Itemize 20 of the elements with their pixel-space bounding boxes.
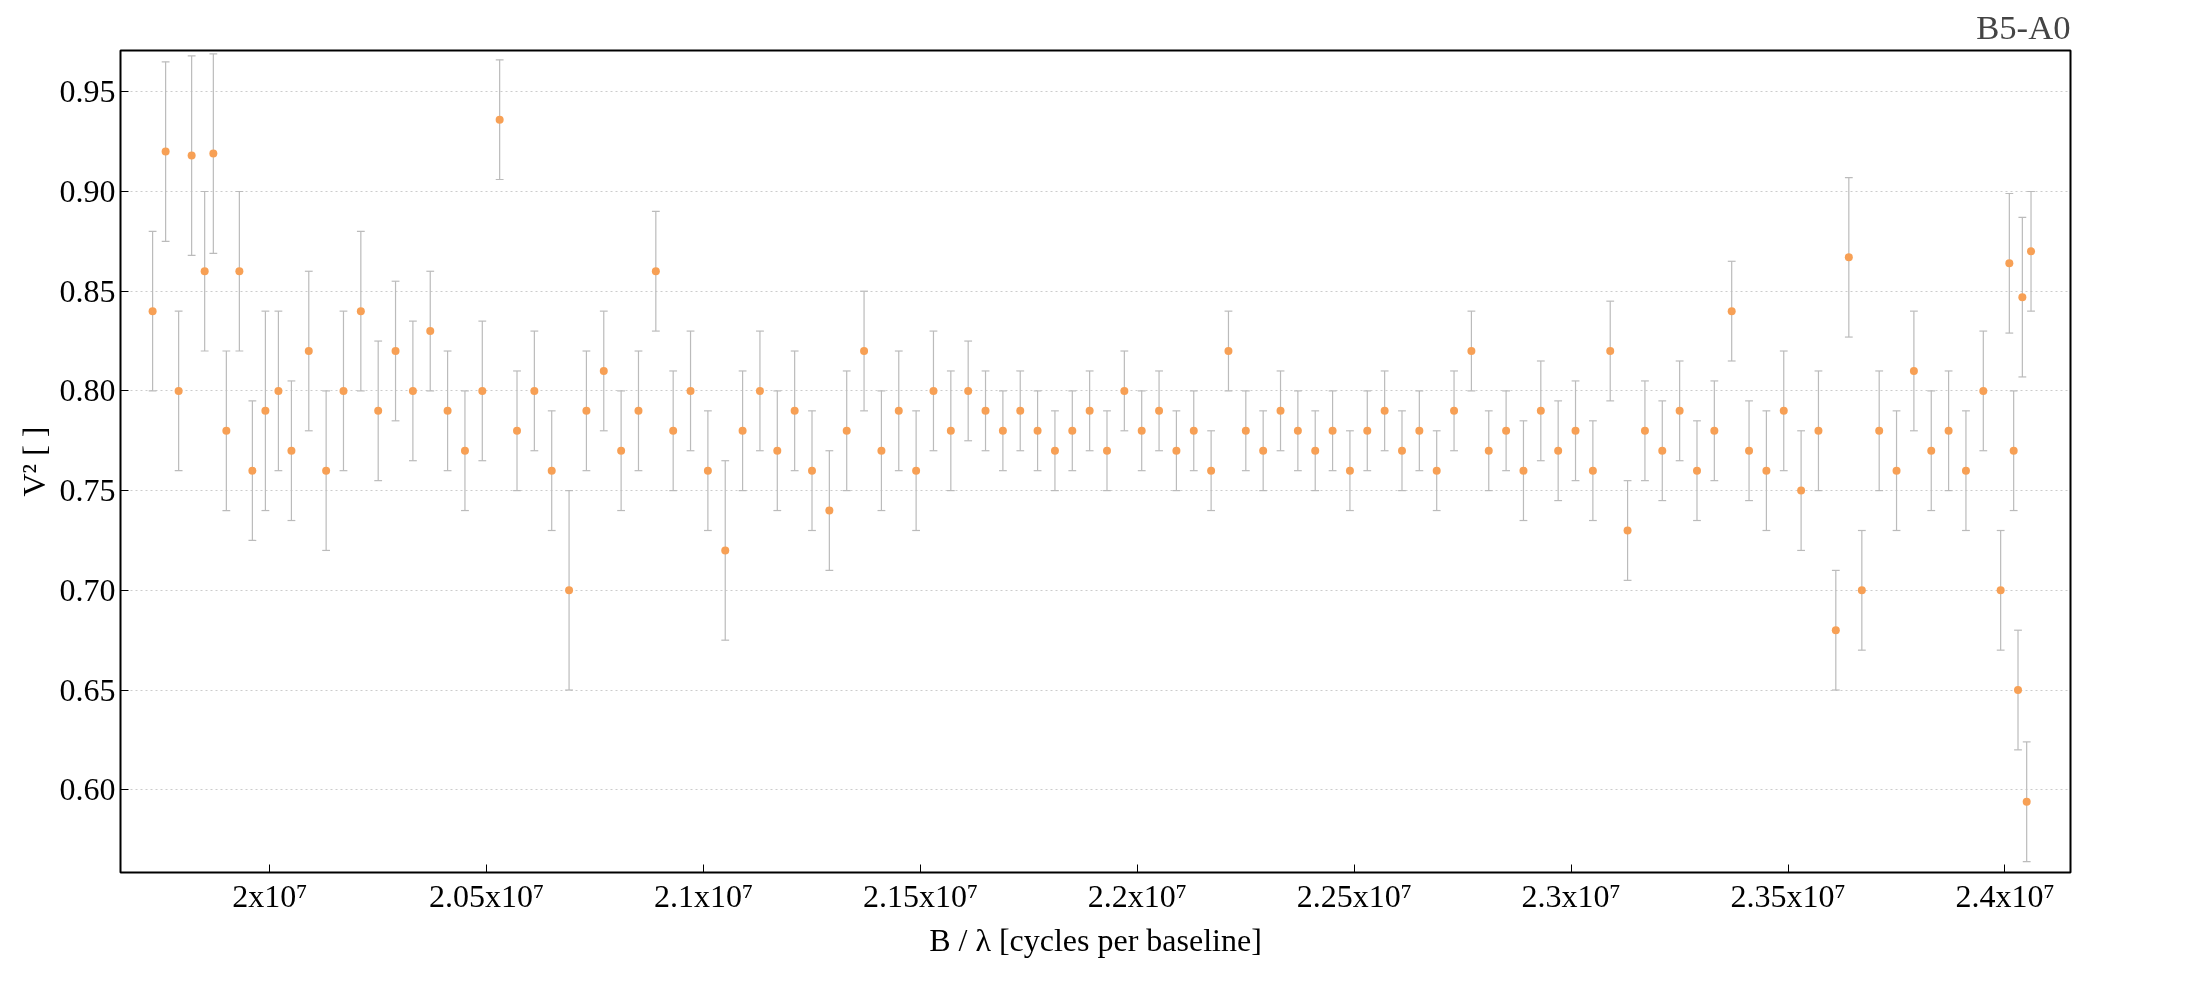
x-tick-label: 2.3x10⁷ (1521, 877, 1621, 914)
x-tick-label: 2x10⁷ (232, 877, 308, 914)
x-tick-label: 2.25x10⁷ (1296, 877, 1412, 914)
x-tick-label: 2.35x10⁷ (1730, 877, 1846, 914)
y-tick-label: 0.95 (59, 73, 116, 110)
y-tick-label: 0.80 (59, 372, 116, 409)
y-tick-label: 0.65 (59, 671, 116, 708)
x-tick-label: 2.4x10⁷ (1955, 877, 2055, 914)
y-tick-label: 0.70 (59, 571, 116, 608)
x-axis-title: B / λ [cycles per baseline] (929, 921, 1262, 958)
x-tick-label: 2.2x10⁷ (1087, 877, 1187, 914)
x-tick-label: 2.1x10⁷ (653, 877, 754, 914)
y-tick-label: 0.60 (59, 771, 116, 808)
chart-title: B5-A0 (1976, 7, 2071, 46)
y-tick-label: 0.85 (59, 272, 116, 309)
x-tick-label: 2.15x10⁷ (862, 877, 979, 914)
y-tick-label: 0.90 (59, 172, 116, 209)
y-axis-title: V² [ ] (15, 426, 52, 497)
x-tick-label: 2.05x10⁷ (429, 877, 545, 914)
y-tick-label: 0.75 (59, 472, 116, 509)
